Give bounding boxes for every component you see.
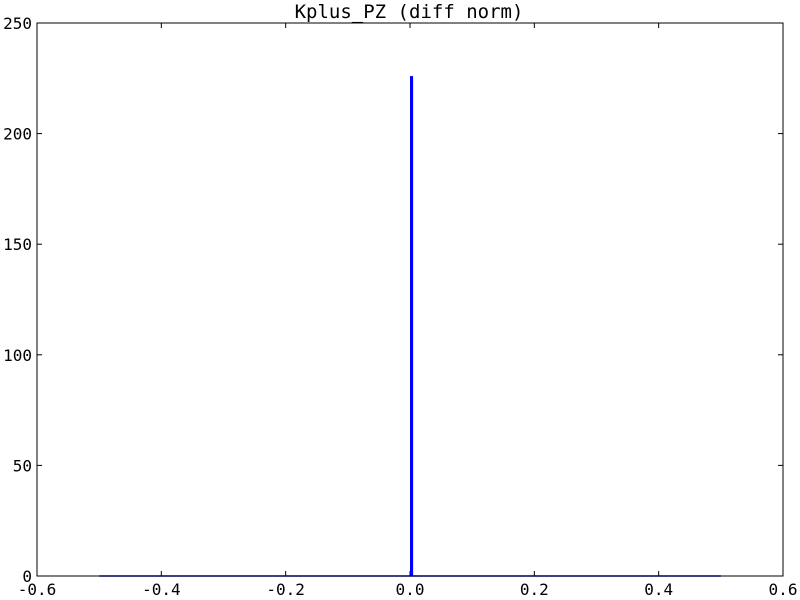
x-tick-label: 0.6 — [769, 580, 798, 599]
x-tick-label: -0.6 — [18, 580, 57, 599]
x-tick-label: -0.2 — [266, 580, 305, 599]
y-axis-ticks: 0 50 100 150 200 250 — [3, 14, 783, 586]
x-tick-label: 0.0 — [396, 580, 425, 599]
x-tick-label: 0.4 — [644, 580, 673, 599]
x-axis-ticks: -0.6 -0.4 -0.2 0.0 0.2 0.4 0.6 — [18, 23, 798, 599]
chart-title: Kplus_PZ (diff norm) — [295, 1, 524, 23]
plot-series — [99, 76, 721, 577]
y-tick-label: 200 — [3, 125, 32, 144]
y-tick-label: 50 — [13, 456, 32, 475]
x-tick-label: 0.2 — [520, 580, 549, 599]
y-tick-label: 0 — [22, 567, 32, 586]
y-tick-label: 250 — [3, 14, 32, 33]
y-tick-label: 150 — [3, 235, 32, 254]
plot-frame — [36, 22, 784, 577]
y-tick-label: 100 — [3, 346, 32, 365]
histogram-bar — [410, 76, 414, 576]
x-tick-label: -0.4 — [142, 580, 181, 599]
